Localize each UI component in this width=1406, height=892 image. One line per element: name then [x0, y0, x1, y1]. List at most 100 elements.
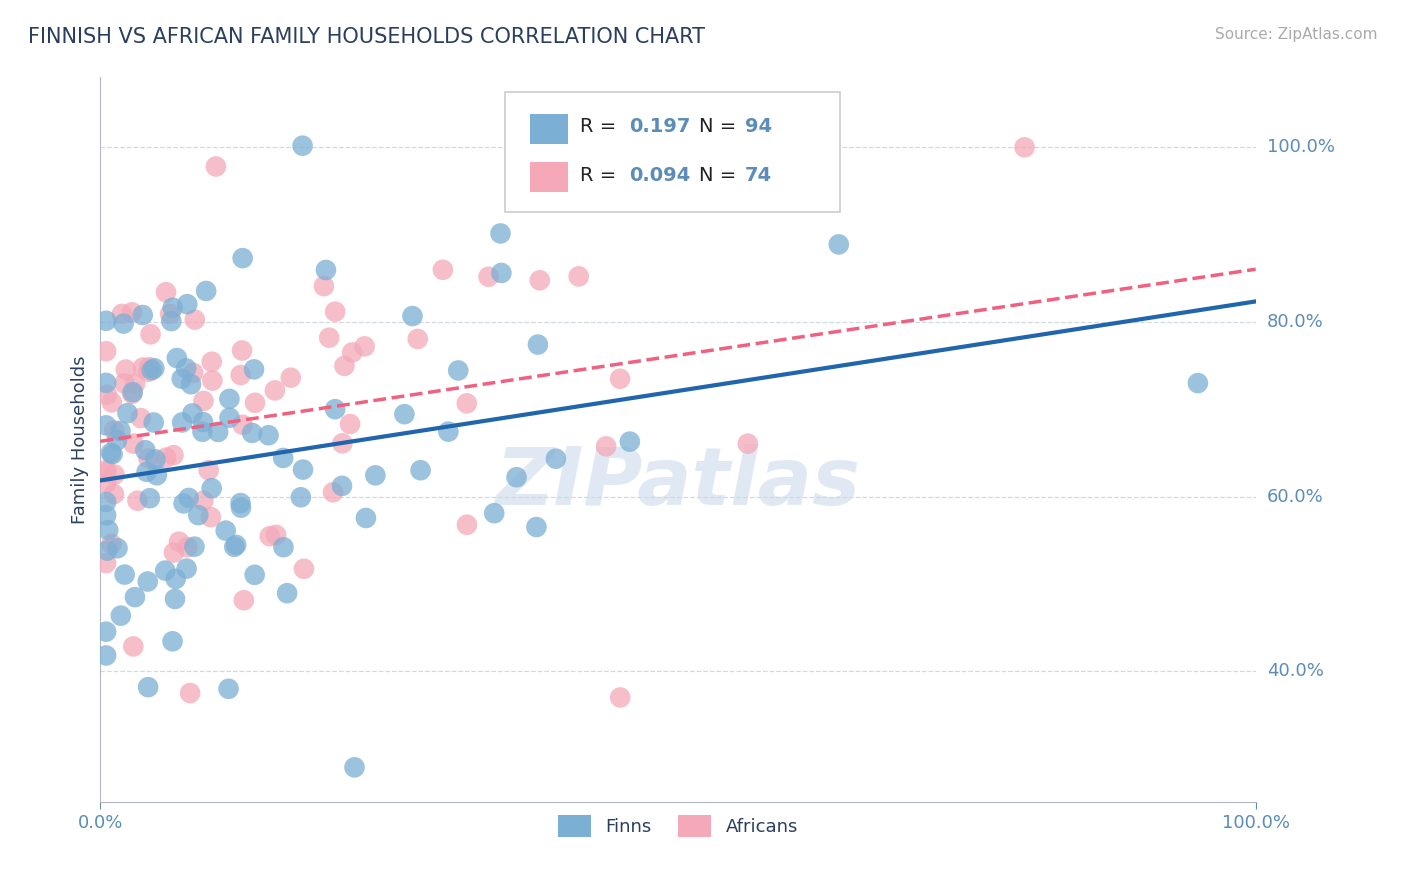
- Point: [143, 361, 166, 376]
- Point: [432, 262, 454, 277]
- Point: [184, 312, 207, 326]
- Text: 74: 74: [745, 166, 772, 185]
- Point: [162, 634, 184, 648]
- Point: [114, 567, 136, 582]
- Point: [110, 608, 132, 623]
- Point: [94, 314, 117, 328]
- Text: 60.0%: 60.0%: [1267, 488, 1323, 506]
- Point: [218, 410, 240, 425]
- Point: [526, 520, 548, 534]
- Point: [339, 417, 361, 431]
- Point: [163, 591, 186, 606]
- Point: [315, 263, 337, 277]
- Point: [343, 760, 366, 774]
- Point: [159, 307, 181, 321]
- Legend: Finns, Africans: Finns, Africans: [551, 807, 806, 844]
- Text: 80.0%: 80.0%: [1267, 313, 1323, 331]
- Point: [132, 308, 155, 322]
- Point: [136, 574, 159, 589]
- Point: [737, 436, 759, 450]
- Point: [505, 470, 527, 484]
- Point: [484, 506, 506, 520]
- Text: N =: N =: [699, 166, 742, 185]
- Point: [183, 540, 205, 554]
- Point: [312, 279, 335, 293]
- Point: [264, 384, 287, 398]
- Point: [544, 451, 567, 466]
- Point: [174, 361, 197, 376]
- Point: [187, 508, 209, 523]
- Text: 0.094: 0.094: [630, 166, 690, 185]
- Point: [322, 485, 344, 500]
- Point: [218, 392, 240, 406]
- Point: [195, 284, 218, 298]
- Point: [232, 593, 254, 607]
- Point: [177, 491, 200, 505]
- Text: 94: 94: [745, 117, 772, 136]
- Point: [162, 301, 184, 315]
- Point: [477, 269, 499, 284]
- Point: [243, 396, 266, 410]
- Point: [491, 266, 513, 280]
- Point: [124, 376, 146, 391]
- Point: [103, 467, 125, 482]
- Point: [107, 541, 129, 556]
- Point: [94, 376, 117, 390]
- Point: [364, 468, 387, 483]
- Point: [94, 624, 117, 639]
- Point: [105, 434, 128, 448]
- Point: [112, 317, 135, 331]
- Point: [229, 500, 252, 515]
- Point: [136, 365, 159, 379]
- Point: [595, 439, 617, 453]
- Point: [121, 385, 143, 400]
- Point: [406, 332, 429, 346]
- Point: [96, 388, 118, 402]
- Point: [529, 273, 551, 287]
- Point: [176, 297, 198, 311]
- Point: [163, 545, 186, 559]
- Point: [122, 436, 145, 450]
- Point: [96, 476, 118, 491]
- Point: [456, 517, 478, 532]
- Point: [232, 417, 254, 432]
- Point: [132, 360, 155, 375]
- Point: [100, 446, 122, 460]
- Point: [129, 411, 152, 425]
- Point: [145, 452, 167, 467]
- Point: [166, 351, 188, 365]
- Point: [193, 493, 215, 508]
- Point: [197, 463, 219, 477]
- Point: [243, 567, 266, 582]
- Point: [124, 590, 146, 604]
- Point: [138, 360, 160, 375]
- Text: FINNISH VS AFRICAN FAMILY HOUSEHOLDS CORRELATION CHART: FINNISH VS AFRICAN FAMILY HOUSEHOLDS COR…: [28, 27, 706, 46]
- Point: [155, 450, 177, 465]
- Point: [609, 690, 631, 705]
- Point: [180, 377, 202, 392]
- Point: [280, 370, 302, 384]
- Point: [292, 562, 315, 576]
- Point: [103, 424, 125, 438]
- Point: [135, 465, 157, 479]
- Point: [96, 543, 118, 558]
- Point: [173, 496, 195, 510]
- Point: [232, 251, 254, 265]
- Point: [111, 307, 134, 321]
- Point: [240, 425, 263, 440]
- Point: [94, 344, 117, 359]
- Point: [828, 237, 851, 252]
- Point: [193, 393, 215, 408]
- Point: [342, 345, 364, 359]
- Point: [447, 363, 470, 377]
- Point: [353, 339, 375, 353]
- Point: [94, 556, 117, 570]
- Point: [94, 495, 117, 509]
- Text: ZIPatlas: ZIPatlas: [495, 444, 860, 523]
- Point: [170, 372, 193, 386]
- Point: [215, 524, 238, 538]
- Point: [207, 425, 229, 439]
- Point: [243, 362, 266, 376]
- Point: [101, 447, 124, 461]
- Point: [162, 448, 184, 462]
